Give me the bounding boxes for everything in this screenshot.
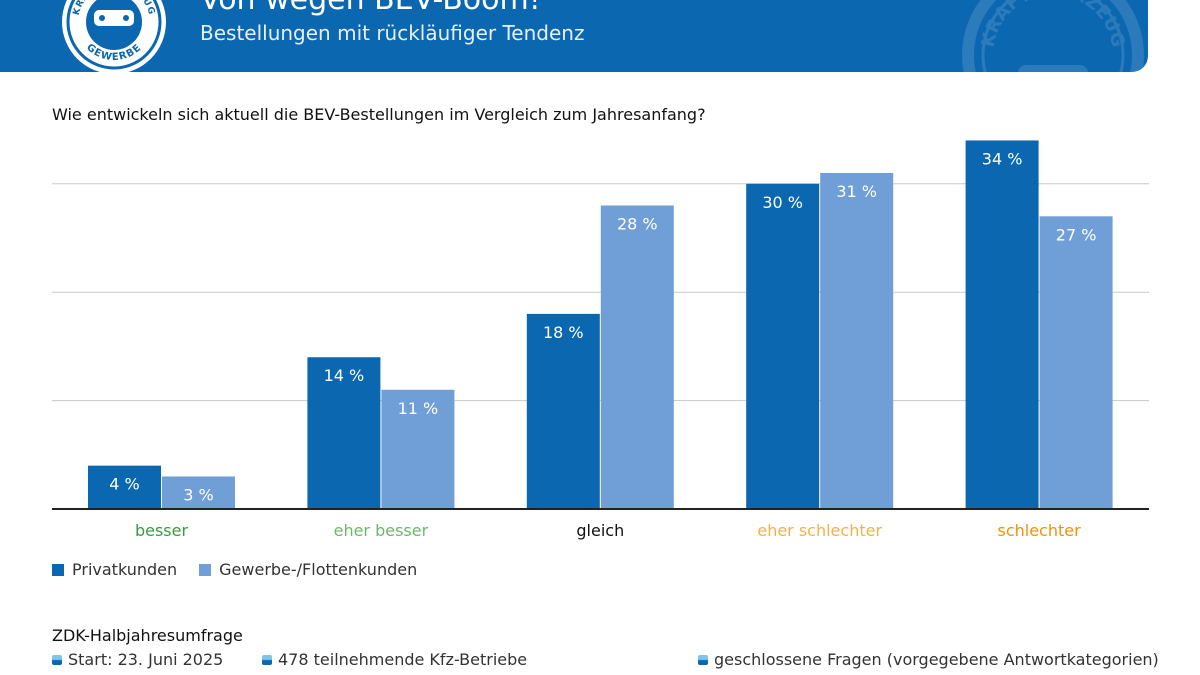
bar-private-2 — [526, 313, 600, 509]
page-title: Von wegen BEV-Boom! — [200, 0, 541, 17]
bullet-icon — [52, 654, 62, 665]
bar-private-4 — [965, 140, 1039, 509]
bar-fleet-3 — [820, 172, 894, 509]
data-label-fleet-3: 31 % — [836, 182, 877, 201]
zdk-logo-icon: KRAFTFAHRZEUG GEWERBE — [62, 0, 166, 74]
bullet-icon — [698, 654, 708, 665]
footer-questions-text: geschlossene Fragen (vorgegebene Antwort… — [714, 650, 1159, 669]
bullet-icon — [262, 654, 272, 665]
bar-private-0 — [88, 465, 161, 509]
category-label-2: gleich — [576, 521, 624, 540]
data-label-private-1: 14 % — [324, 366, 365, 385]
data-label-fleet-4: 27 % — [1056, 225, 1097, 244]
bar-fleet-4 — [1039, 216, 1113, 509]
category-label-0: besser — [135, 521, 189, 540]
legend-item-fleet: Gewerbe-/Flottenkunden — [199, 560, 417, 579]
footer-item-questions: geschlossene Fragen (vorgegebene Antwort… — [698, 650, 1159, 669]
data-label-private-3: 30 % — [762, 193, 803, 212]
bar-fleet-2 — [600, 205, 674, 510]
data-label-private-2: 18 % — [543, 323, 584, 342]
footer-item-start: Start: 23. Juni 2025 — [52, 650, 223, 669]
category-label-3: eher schlechter — [757, 521, 882, 540]
bar-private-3 — [746, 183, 820, 510]
legend-label-private: Privatkunden — [72, 560, 178, 579]
footer-title: ZDK-Halbjahresumfrage — [52, 626, 243, 645]
footer-participants-text: 478 teilnehmende Kfz-Betriebe — [278, 650, 528, 669]
footer-item-participants: 478 teilnehmende Kfz-Betriebe — [262, 650, 527, 669]
watermark-emblem-icon: KRAFTFAHRZEUG — [962, 0, 1144, 72]
chart-legend: Privatkunden Gewerbe-/Flottenkunden — [52, 560, 417, 579]
data-label-private-4: 34 % — [982, 149, 1023, 168]
data-label-fleet-1: 11 % — [398, 399, 439, 418]
legend-label-fleet: Gewerbe-/Flottenkunden — [219, 560, 418, 579]
data-label-fleet-0: 3 % — [183, 485, 213, 504]
category-label-1: eher besser — [334, 521, 429, 540]
chart-question: Wie entwickeln sich aktuell die BEV-Best… — [52, 105, 706, 124]
legend-swatch-fleet — [199, 563, 212, 576]
header-banner: Von wegen BEV-Boom! Bestellungen mit rüc… — [0, 0, 1148, 72]
data-label-fleet-2: 28 % — [617, 214, 658, 233]
bar-fleet-1 — [381, 389, 455, 509]
data-label-private-0: 4 % — [109, 475, 139, 494]
page-subtitle: Bestellungen mit rückläufiger Tendenz — [200, 21, 585, 45]
bar-fleet-0 — [162, 476, 235, 509]
legend-swatch-private — [52, 563, 64, 576]
bar-chart: 4 % 3 % besser 14 % 11 % eher besser 18 % 28 % g… — [52, 140, 1149, 540]
footer-start-text: Start: 23. Juni 2025 — [68, 650, 224, 669]
bar-private-1 — [307, 357, 381, 509]
category-label-4: schlechter — [997, 521, 1081, 540]
legend-item-private: Privatkunden — [52, 560, 177, 579]
